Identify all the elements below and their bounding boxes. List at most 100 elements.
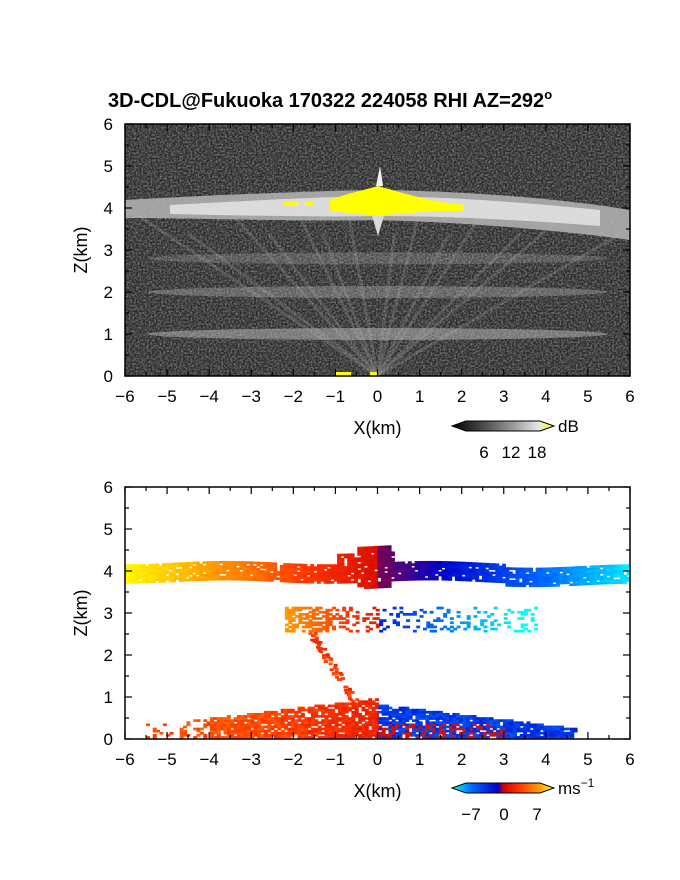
velocity-pixel [327,710,332,714]
velocity-pixel [354,721,359,725]
velocity-pixel [603,575,608,579]
velocity-pixel [340,578,345,582]
velocity-pixel [401,727,406,731]
velocity-pixel [398,708,403,712]
velocity-pixel [236,731,241,735]
velocity-pixel [340,570,345,574]
velocity-pixel [422,731,427,735]
velocity-pixel [506,729,511,733]
velocity-pixel [324,715,329,718]
velocity-pixel [367,548,372,552]
velocity-pixel [398,717,403,720]
velocity-pixel [388,725,393,729]
velocity-pixel [387,566,392,569]
velocity-pixel [415,729,420,733]
velocity-pixel [525,569,530,573]
velocity-pixel [485,579,490,583]
velocity-pixel [619,574,624,578]
velocity-pixel [270,719,275,722]
velocity-pixel [301,625,306,629]
velocity-pixel [449,717,454,720]
velocity-pixel [334,719,339,722]
velocity-pixel [325,610,330,614]
velocity-pixel [277,723,282,727]
velocity-pixel [445,736,450,739]
velocity-pixel [589,576,594,579]
velocity-pixel [468,576,473,580]
velocity-pixel [327,719,332,722]
velocity-pixel [626,566,630,570]
velocity-pixel [462,723,467,727]
velocity-pixel [370,571,375,575]
velocity-pixel [553,731,558,735]
velocity-pixel [438,731,443,735]
velocity-pixel [232,577,237,581]
velocity-pixel [398,731,403,735]
velocity-pixel [542,575,547,579]
velocity-pixel [619,570,624,574]
velocity-pixel [341,725,346,729]
velocity-pixel [523,613,528,616]
velocity-pixel [545,567,550,571]
velocity-pixel [435,733,440,737]
velocity-pixel [405,725,410,729]
velocity-pixel [435,717,440,720]
velocity-pixel [318,617,323,620]
velocity-pixel [337,574,342,578]
velocity-pixel [338,625,343,629]
velocity-pixel [555,571,560,575]
velocity-pixel [473,625,478,629]
velocity-pixel [408,725,413,729]
velocity-pixel [297,736,302,739]
velocity-pixel [479,727,484,731]
velocity-pixel [209,575,214,579]
velocity-pixel [300,721,305,725]
velocity-pixel [555,579,560,583]
velocity-pixel [445,721,450,725]
velocity-pixel [377,575,382,578]
velocity-pixel [472,723,477,727]
velocity-pixel [406,613,411,616]
velocity-pixel [287,721,292,725]
velocity-pixel [148,580,153,584]
reflectivity-band [147,286,608,298]
velocity-pixel [434,563,439,566]
velocity-pixel [257,727,262,731]
velocity-pixel [223,721,228,725]
velocity-pixel [370,548,375,551]
velocity-pixel [320,570,325,574]
velocity-pixel [155,576,160,579]
velocity-pixel [456,625,461,629]
velocity-pixel [367,569,372,573]
velocity-pixel [496,733,501,737]
velocity-pixel [367,563,372,566]
velocity-pixel [520,623,525,627]
velocity-pixel [472,736,477,739]
velocity-pixel [394,572,399,575]
velocity-pixel [330,566,335,570]
velocity-pixel [288,629,293,633]
velocity-pixel [372,617,377,620]
velocity-pixel [331,717,336,720]
velocity-pixel [377,545,382,549]
velocity-pixel [465,719,470,722]
velocity-pixel [209,565,214,569]
velocity-pixel [419,615,424,618]
velocity-pixel [286,569,291,573]
velocity-pixel [461,576,466,580]
velocity-pixel [549,584,554,587]
velocity-pixel [185,570,190,574]
velocity-pixel [364,580,368,583]
velocity-pixel [491,575,496,579]
velocity-pixel [284,613,289,616]
velocity-pixel [395,712,400,716]
velocity-pixel [414,563,419,566]
velocity-pixel [405,706,410,710]
velocity-pixel [419,608,424,612]
velocity-pixel [212,561,217,564]
velocity-pixel [476,610,481,614]
velocity-pixel [589,573,594,577]
velocity-pixel [529,569,533,573]
velocity-pixel [448,578,453,581]
velocity-pixel [320,574,325,578]
